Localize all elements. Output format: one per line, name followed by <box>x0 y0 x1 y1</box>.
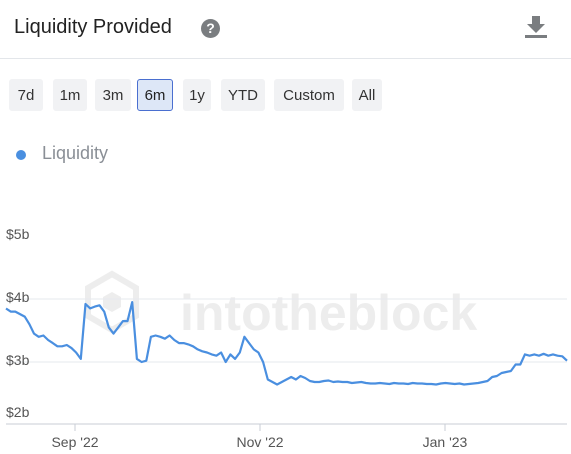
range-button-all[interactable]: All <box>352 79 382 111</box>
range-button-1m[interactable]: 1m <box>53 79 87 111</box>
watermark-logo <box>85 270 139 334</box>
y-tick-label: $3b <box>6 352 30 368</box>
y-tick-label: $5b <box>6 226 30 242</box>
x-tick-label: Sep '22 <box>51 434 98 450</box>
y-tick-label: $4b <box>6 289 30 305</box>
range-button-ytd[interactable]: YTD <box>221 79 265 111</box>
legend-label-liquidity[interactable]: Liquidity <box>42 143 109 163</box>
legend-dot-liquidity <box>16 150 26 160</box>
grid-lines <box>6 298 567 425</box>
series-line-liquidity[interactable] <box>5 301 568 386</box>
range-button-3m[interactable]: 3m <box>95 79 131 111</box>
download-icon[interactable] <box>524 14 548 40</box>
y-axis: $2b $3b $4b $5b <box>6 226 30 420</box>
range-button-7d[interactable]: 7d <box>9 79 43 111</box>
range-button-1y[interactable]: 1y <box>183 79 211 111</box>
x-tick-label: Jan '23 <box>423 434 468 450</box>
y-tick-label: $2b <box>6 404 30 420</box>
watermark-text: intotheblock <box>180 285 477 341</box>
x-tick-label: Nov '22 <box>236 434 283 450</box>
watermark: intotheblock <box>85 270 477 341</box>
range-button-6m[interactable]: 6m <box>137 79 173 111</box>
question-circle-icon[interactable]: ? <box>201 19 220 38</box>
range-button-custom[interactable]: Custom <box>274 79 344 111</box>
chart-title: Liquidity Provided <box>14 16 172 38</box>
x-axis: Sep '22 Nov '22 Jan '23 <box>51 424 468 450</box>
chart-header: Liquidity Provided ? <box>0 0 571 59</box>
